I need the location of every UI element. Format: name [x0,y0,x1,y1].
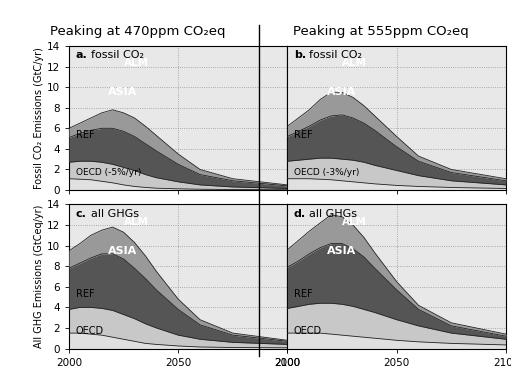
Y-axis label: Fossil CO₂ Emissions (GtC/yr): Fossil CO₂ Emissions (GtC/yr) [34,47,44,189]
Text: c.: c. [76,209,86,219]
Text: all GHGs: all GHGs [309,209,357,219]
Text: OECD: OECD [76,326,104,336]
Text: ASIA: ASIA [327,246,356,255]
Text: fossil CO₂: fossil CO₂ [309,50,362,60]
Text: OECD (-3%/yr): OECD (-3%/yr) [294,168,359,177]
Text: ALM: ALM [124,217,149,227]
Text: a.: a. [76,50,87,60]
Text: Peaking at 470ppm CO₂eq: Peaking at 470ppm CO₂eq [50,25,226,38]
Text: b.: b. [294,50,306,60]
Text: ALM: ALM [342,217,367,227]
Text: REF: REF [294,130,313,140]
Text: REF: REF [294,289,313,299]
Text: ALM: ALM [124,58,149,68]
Text: ASIA: ASIA [108,246,137,255]
Text: fossil CO₂: fossil CO₂ [91,50,144,60]
Text: ALM: ALM [342,58,367,68]
Text: REF: REF [76,130,94,140]
Text: ASIA: ASIA [108,87,137,97]
Text: d.: d. [294,209,306,219]
Y-axis label: All GHG Emissions (GtCeq/yr): All GHG Emissions (GtCeq/yr) [34,205,44,348]
Text: all GHGs: all GHGs [91,209,139,219]
Text: OECD: OECD [294,326,322,336]
Text: ASIA: ASIA [327,87,356,97]
Text: OECD (-5%/yr): OECD (-5%/yr) [76,168,141,177]
Text: Peaking at 555ppm CO₂eq: Peaking at 555ppm CO₂eq [293,25,469,38]
Text: REF: REF [76,289,94,299]
